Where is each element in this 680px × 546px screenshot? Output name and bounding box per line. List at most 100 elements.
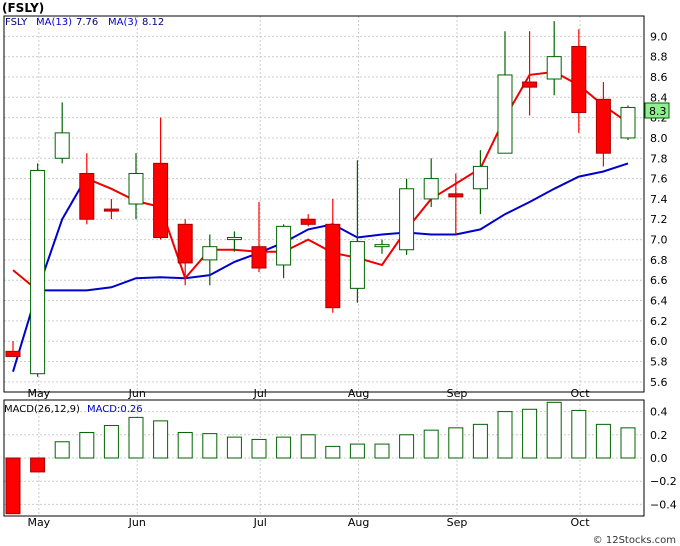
- candle-down: [79, 173, 95, 220]
- macd-bar: [276, 436, 292, 459]
- watermark: © 12Stocks.com: [593, 535, 676, 546]
- macd-legend-label: MACD(26,12,9): [4, 404, 80, 415]
- macd-month-tick-label: Sep: [447, 516, 468, 529]
- macd-bar: [472, 423, 488, 459]
- chart-symbol-title: (FSLY): [2, 1, 44, 15]
- candle-down: [571, 45, 587, 114]
- candle-down: [153, 162, 169, 239]
- price-tick-label: 7.8: [650, 152, 668, 165]
- month-tick-label: Jun: [128, 387, 146, 400]
- candle-down: [251, 246, 267, 269]
- candle-up: [423, 178, 439, 200]
- macd-tick-label: 0.4: [650, 406, 668, 419]
- macd-tick-label: 0.2: [650, 429, 668, 442]
- candle-up: [276, 225, 292, 266]
- macd-bar: [448, 427, 464, 459]
- grid: [4, 16, 644, 516]
- price-tick-label: 5.8: [650, 356, 668, 369]
- macd-legend-value: MACD:0.26: [87, 404, 143, 415]
- candle-up: [349, 241, 365, 289]
- candle-down: [103, 208, 119, 212]
- macd-tick-label: −0.2: [650, 475, 677, 488]
- macd-bar: [177, 431, 193, 459]
- macd-bar: [595, 423, 611, 459]
- macd-tick-label: −0.4: [650, 498, 677, 511]
- macd-bar: [103, 425, 119, 459]
- macd-bar: [423, 429, 439, 459]
- last-price-label: 8.3: [649, 105, 667, 118]
- macd-month-tick-label: Jul: [253, 516, 267, 529]
- price-tick-label: 6.8: [650, 254, 668, 267]
- macd-bar: [202, 433, 218, 459]
- price-tick-label: 7.4: [650, 193, 668, 206]
- price-tick-label: 7.2: [650, 213, 668, 226]
- macd-bar: [349, 443, 365, 459]
- macd-month-tick-label: May: [27, 516, 50, 529]
- macd-bar: [374, 443, 390, 459]
- candle-up: [497, 74, 513, 154]
- price-tick-label: 8.0: [650, 132, 668, 145]
- last-price-box: [644, 102, 670, 119]
- legend-ma3-value: 8.12: [142, 17, 164, 28]
- price-tick-label: 7.6: [650, 173, 668, 186]
- month-tick-label: May: [27, 387, 50, 400]
- macd-bar: [128, 416, 144, 459]
- macd-bar: [79, 431, 95, 459]
- candle-up: [472, 165, 488, 190]
- macd-bar: [497, 411, 513, 459]
- macd-bar-negative: [5, 457, 21, 515]
- candle-down: [325, 223, 341, 309]
- price-tick-label: 5.6: [650, 376, 668, 389]
- candle-up: [128, 173, 144, 205]
- candle-up: [399, 188, 415, 251]
- candle-up: [226, 237, 242, 241]
- ma13-line: [12, 176, 88, 372]
- candle-down: [522, 81, 538, 88]
- candle-down: [595, 98, 611, 154]
- candle-down: [177, 223, 193, 264]
- candle-down: [300, 218, 316, 225]
- month-tick-label: Aug: [348, 387, 369, 400]
- month-tick-label: Sep: [447, 387, 468, 400]
- legend-ma13-value: 7.76: [76, 17, 98, 28]
- month-tick-label: Jul: [253, 387, 267, 400]
- price-tick-label: 9.0: [650, 30, 668, 43]
- macd-panel-frame: [3, 399, 645, 517]
- price-tick-label: 8.4: [650, 91, 668, 104]
- macd-bar: [54, 441, 70, 459]
- candle-up: [620, 106, 636, 139]
- legend-ticker: FSLY: [5, 17, 28, 28]
- macd-bar: [399, 434, 415, 459]
- candle-up: [202, 246, 218, 261]
- macd-bar: [522, 408, 538, 459]
- price-tick-label: 6.0: [650, 335, 668, 348]
- candle-up: [54, 132, 70, 159]
- candle-down: [5, 350, 21, 357]
- macd-bars: [5, 401, 636, 515]
- legend-ma13-label: MA(13): [36, 17, 72, 28]
- macd-bar: [571, 409, 587, 459]
- legend-ma3-label: MA(3): [108, 17, 138, 28]
- candle-up: [546, 56, 562, 80]
- candle-up: [30, 169, 46, 375]
- macd-month-tick-label: Jun: [128, 516, 146, 529]
- price-tick-label: 6.6: [650, 274, 668, 287]
- macd-month-tick-label: Oct: [571, 516, 591, 529]
- macd-bar: [226, 436, 242, 459]
- price-panel-frame: [3, 15, 645, 393]
- axes: 5.6 5.8 6.0 6.2 6.4 6.6 6.8 7.0 7.2 7.4 7.6 7.8 8.0 8…: [3, 15, 677, 529]
- macd-month-tick-label: Aug: [348, 516, 369, 529]
- candle-up: [374, 244, 390, 248]
- price-tick-label: 7.0: [650, 234, 668, 247]
- price-tick-label: 6.2: [650, 315, 668, 328]
- macd-bar: [153, 420, 169, 459]
- candle-down: [448, 193, 464, 198]
- macd-bar: [251, 438, 267, 459]
- macd-bar: [546, 401, 562, 459]
- macd-bar: [325, 445, 341, 459]
- macd-bar: [620, 427, 636, 459]
- candles: [5, 21, 636, 377]
- macd-bar-negative: [30, 457, 46, 473]
- macd-bar: [300, 434, 316, 459]
